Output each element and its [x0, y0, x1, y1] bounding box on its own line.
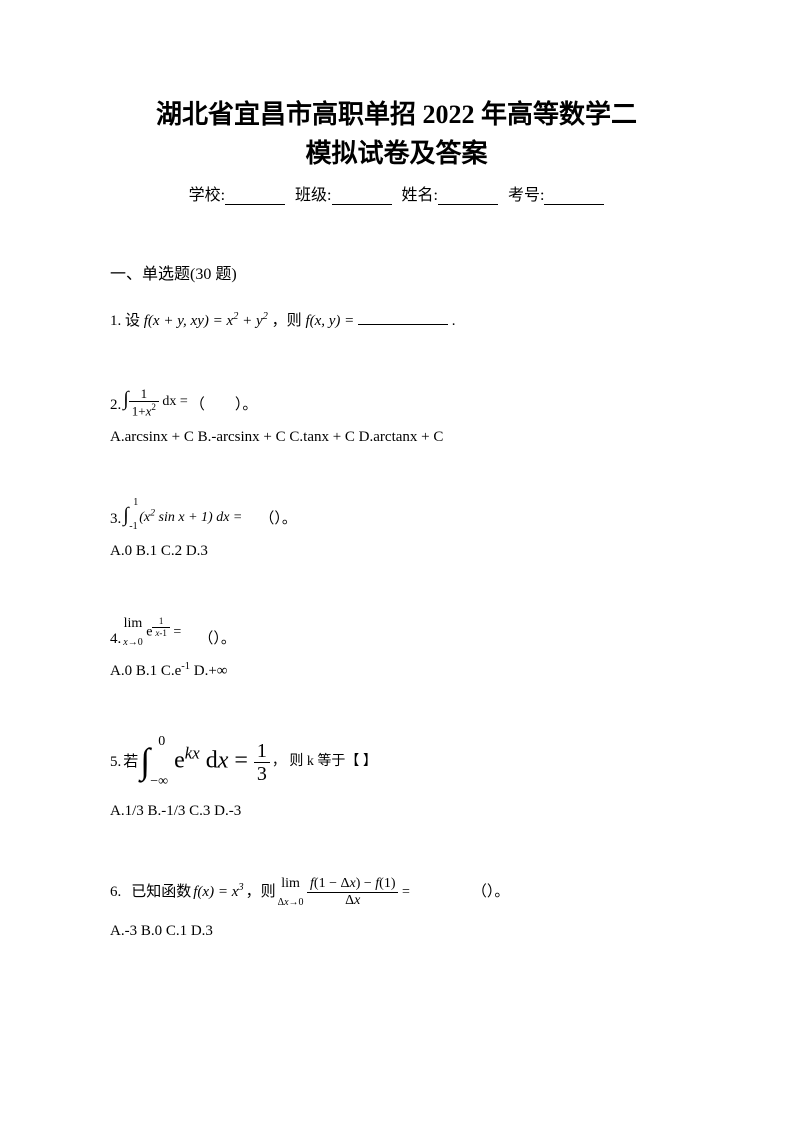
- q5-frac-num: 1: [254, 741, 270, 763]
- q1-lhs: f(x + y, xy) = x2 + y2: [144, 313, 268, 329]
- q1-answer-blank[interactable]: [358, 311, 448, 325]
- question-6: 6. 已知函数 f(x) = x3 ，则 lim Δx→0 f(1 − Δx) …: [110, 873, 683, 943]
- q2-options: A.arcsinx + C B.-arcsinx + C C.tanx + C …: [110, 425, 683, 449]
- q6-options: A.-3 B.0 C.1 D.3: [110, 919, 683, 943]
- q6-frac-num: f(1 − Δx) − f(1): [307, 877, 398, 893]
- exam-title: 湖北省宜昌市高职单招 2022 年高等数学二 模拟试卷及答案: [110, 95, 683, 173]
- q5-lower: −∞: [150, 771, 168, 793]
- q5-integral: ∫ 0 −∞ ekx dx = 13: [140, 733, 270, 791]
- q5-eq: =: [234, 748, 254, 774]
- name-label: 姓名:: [402, 187, 438, 204]
- q4-eq: =: [173, 624, 181, 639]
- q1-suffix: .: [452, 313, 456, 329]
- q5-suffix: ， 则 k 等于【 】: [272, 751, 377, 773]
- q1-number: 1.: [110, 309, 121, 333]
- q5-options: A.1/3 B.-1/3 C.3 D.-3: [110, 799, 683, 823]
- q2-eq: =: [176, 394, 187, 409]
- q5-upper: 0: [158, 731, 165, 753]
- q6-lim-text: lim: [278, 873, 304, 895]
- student-info-line: 学校: 班级: 姓名: 考号:: [110, 181, 683, 205]
- class-blank[interactable]: [332, 187, 392, 205]
- school-blank[interactable]: [225, 187, 285, 205]
- q6-lim-cond: Δx→0: [278, 895, 304, 911]
- q2-frac-den: 1+x2: [129, 402, 159, 417]
- q3-options: A.0 B.1 C.2 D.3: [110, 539, 683, 563]
- q5-dx: d: [206, 748, 218, 774]
- q3-integral: ∫ 1 -1 (x2 sin x + 1) dx =: [123, 499, 242, 531]
- school-field: 学校:: [189, 181, 285, 205]
- q5-e: e: [174, 748, 185, 774]
- q4-paren: （）。: [198, 627, 236, 651]
- q3-number: 3.: [110, 507, 121, 531]
- q1-mid: ，则: [272, 313, 306, 329]
- name-field: 姓名:: [402, 181, 498, 205]
- q5-xvar: x: [218, 748, 229, 774]
- title-line-1: 湖北省宜昌市高职单招 2022 年高等数学二: [156, 100, 637, 129]
- title-line-2: 模拟试卷及答案: [305, 139, 487, 168]
- question-3: 3. ∫ 1 -1 (x2 sin x + 1) dx = （）。 A.0 B.…: [110, 499, 683, 563]
- q4-number: 4.: [110, 627, 121, 651]
- question-4: 4. lim x→0 e1x-1 = （）。 A.0 B.1 C.e-1 D.+…: [110, 613, 683, 683]
- q4-lim-cond: x→0: [123, 635, 142, 651]
- q2-integral: ∫11+x2 dx =: [123, 383, 188, 417]
- q6-prefix: 已知函数: [131, 880, 191, 904]
- question-1: 1. 设 f(x + y, xy) = x2 + y2 ，则 f(x, y) =…: [110, 309, 683, 333]
- exam-no-blank[interactable]: [544, 187, 604, 205]
- name-blank[interactable]: [438, 187, 498, 205]
- q2-paren: （ ）。: [190, 393, 258, 417]
- q1-prefix: 设: [125, 313, 144, 329]
- q6-limit: lim Δx→0 f(1 − Δx) − f(1) Δx =: [278, 873, 410, 911]
- class-field: 班级:: [295, 181, 391, 205]
- q4-exp-den: x-1: [152, 628, 170, 638]
- q2-frac-num: 1: [129, 387, 159, 402]
- q4-limit: lim x→0 e1x-1 =: [123, 613, 181, 651]
- section-header: 一、单选题(30 题): [110, 260, 683, 284]
- q4-exp-num: 1: [152, 617, 170, 628]
- q4-options: A.0 B.1 C.e-1 D.+∞: [110, 659, 683, 683]
- q6-paren: （）。: [472, 880, 510, 904]
- q4-lim-text: lim: [123, 613, 142, 635]
- q2-number: 2.: [110, 393, 121, 417]
- q6-eq: =: [402, 884, 410, 899]
- q3-upper: 1: [133, 495, 138, 511]
- exam-no-label: 考号:: [508, 187, 544, 204]
- q1-rhs: f(x, y) =: [305, 313, 358, 329]
- q5-number: 5.: [110, 750, 121, 774]
- class-label: 班级:: [295, 187, 331, 204]
- q3-paren: （）。: [259, 507, 297, 531]
- question-2: 2. ∫11+x2 dx = （ ）。 A.arcsinx + C B.-arc…: [110, 383, 683, 449]
- q5-exp: kx: [185, 744, 200, 763]
- question-5: 5. 若 ∫ 0 −∞ ekx dx = 13 ， 则 k 等于【 】 A.1/…: [110, 733, 683, 823]
- q5-prefix: 若: [123, 750, 138, 774]
- school-label: 学校:: [189, 187, 225, 204]
- q6-number: 6.: [110, 880, 121, 904]
- q6-frac-den: Δx: [307, 893, 398, 908]
- q3-lower: -1: [129, 519, 137, 535]
- q6-mid: ，则: [246, 880, 276, 904]
- exam-no-field: 考号:: [508, 181, 604, 205]
- q6-fdef: f(x) = x3: [193, 880, 243, 904]
- q5-frac-den: 3: [254, 763, 270, 784]
- q2-dx: dx: [162, 394, 176, 409]
